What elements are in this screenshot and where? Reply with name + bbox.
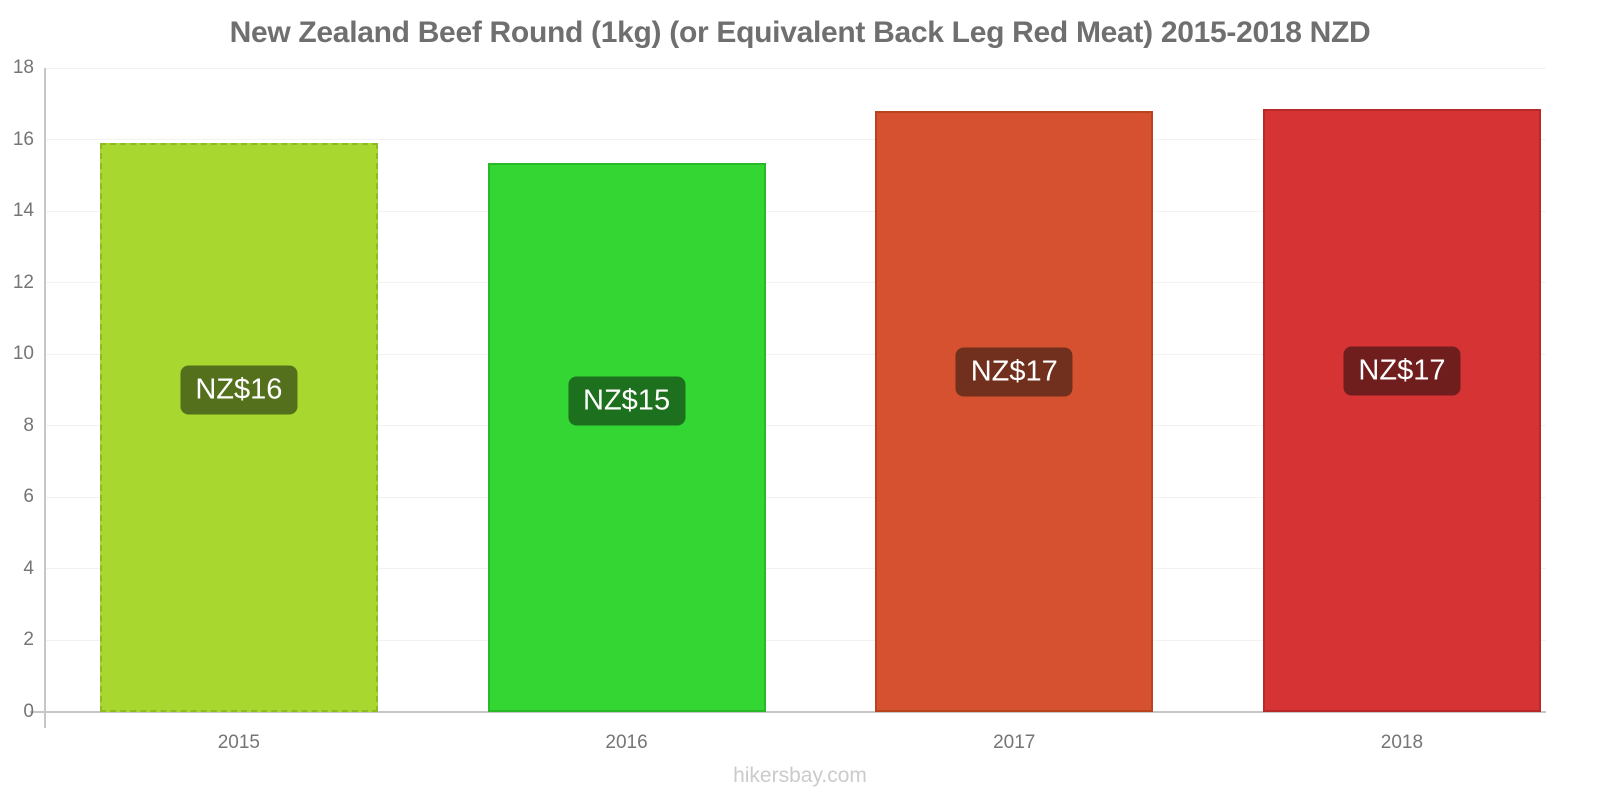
y-axis-tick-label-8: 8 [23, 414, 34, 436]
x-axis-label-2018: 2018 [1380, 732, 1424, 753]
gridline-18 [46, 67, 1546, 69]
gridline-6 [46, 496, 1546, 498]
gridline-2 [46, 639, 1546, 641]
y-axis-tick-label-16: 16 [12, 128, 34, 150]
x-axis-line [30, 711, 1546, 713]
gridline-4 [46, 568, 1546, 570]
bar-value-label-2018: NZ$17 [1343, 346, 1461, 396]
gridline-12 [46, 282, 1546, 284]
y-axis-line [44, 68, 46, 728]
y-axis-tick-label-0: 0 [23, 701, 34, 722]
y-axis-tick-label-14: 14 [12, 200, 34, 222]
y-axis-tick-label-6: 6 [23, 486, 34, 508]
gridline-8 [46, 425, 1546, 427]
bar-2015[interactable]: NZ$16 [99, 143, 378, 712]
y-axis-tick-label-2: 2 [23, 629, 34, 651]
gridline-16 [46, 139, 1546, 141]
bar-value-label-2015: NZ$16 [180, 365, 298, 415]
bar-value-label-2016: NZ$15 [568, 376, 686, 426]
x-axis-label-2017: 2017 [993, 732, 1036, 753]
y-axis-tick-label-4: 4 [23, 557, 34, 579]
bar-2018[interactable]: NZ$17 [1262, 109, 1541, 712]
chart-title: New Zealand Beef Round (1kg) (or Equival… [229, 16, 1371, 49]
y-axis-tick-label-12: 12 [12, 271, 34, 293]
bar-value-label-2017: NZ$17 [955, 347, 1073, 397]
y-axis-tick-label-10: 10 [12, 343, 34, 365]
y-axis-tick-label-18: 18 [12, 57, 34, 78]
x-axis-label-2015: 2015 [217, 732, 260, 753]
bar-2017[interactable]: NZ$17 [875, 110, 1154, 712]
watermark: hikersbay.com [733, 764, 867, 787]
gridline-10 [46, 353, 1546, 355]
gridline-14 [46, 210, 1546, 212]
bar-2016[interactable]: NZ$15 [487, 162, 766, 712]
x-axis-label-2016: 2016 [605, 732, 648, 753]
